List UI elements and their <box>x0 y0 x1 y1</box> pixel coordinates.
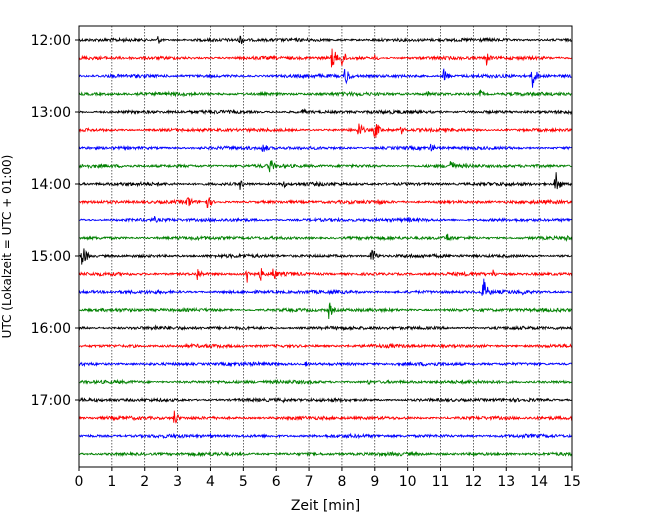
trace-line <box>78 268 573 283</box>
x-tick-label: 1 <box>107 474 116 490</box>
trace-line <box>78 172 573 190</box>
x-tick-label: 7 <box>305 474 314 490</box>
x-axis: 0 1 2 3 4 5 6 7 8 9 10 11 12 13 14 15 <box>75 467 581 490</box>
trace-line <box>78 324 573 332</box>
x-tick-label: 9 <box>370 474 379 490</box>
trace-line <box>78 360 573 368</box>
trace-line <box>78 450 573 458</box>
trace-line <box>78 248 573 265</box>
x-tick-label: 0 <box>75 474 84 490</box>
trace-line <box>78 68 573 88</box>
trace-line <box>78 89 573 98</box>
x-axis-label: Zeit [min] <box>291 498 360 514</box>
trace-line <box>78 233 573 243</box>
trace-line <box>78 123 573 138</box>
trace-line <box>78 410 573 424</box>
x-tick-label: 11 <box>432 474 450 490</box>
trace-line <box>78 108 573 116</box>
trace-line <box>78 35 573 45</box>
trace-line <box>78 216 573 224</box>
y-tick-label: 14:00 <box>31 177 71 193</box>
x-tick-label: 10 <box>399 474 417 490</box>
x-tick-label: 5 <box>239 474 248 490</box>
trace-line <box>78 160 573 173</box>
trace-line <box>78 342 573 350</box>
trace-line <box>78 432 573 440</box>
trace-group <box>78 35 573 458</box>
y-axis: 12:00 13:00 14:00 15:00 16:00 17:00 <box>31 33 79 409</box>
x-tick-label: 13 <box>497 474 515 490</box>
x-tick-label: 15 <box>563 474 581 490</box>
y-tick-label: 13:00 <box>31 105 71 121</box>
x-tick-label: 8 <box>337 474 346 490</box>
trace-line <box>78 143 573 152</box>
trace-line <box>78 302 573 320</box>
y-axis-label: UTC (Lokalzeit = UTC + 01:00) <box>0 155 14 339</box>
x-tick-label: 2 <box>140 474 149 490</box>
trace-line <box>78 197 573 209</box>
y-tick-label: 12:00 <box>31 33 71 49</box>
x-tick-label: 14 <box>530 474 548 490</box>
x-tick-label: 3 <box>173 474 182 490</box>
grid-lines <box>111 26 540 467</box>
x-tick-label: 6 <box>272 474 281 490</box>
trace-line <box>78 396 573 404</box>
trace-line <box>78 378 573 386</box>
x-tick-label: 12 <box>464 474 482 490</box>
y-tick-label: 15:00 <box>31 249 71 265</box>
trace-line <box>78 278 573 296</box>
y-tick-label: 16:00 <box>31 321 71 337</box>
plot-frame <box>78 25 573 468</box>
x-tick-label: 4 <box>206 474 215 490</box>
trace-line <box>78 48 573 68</box>
y-tick-label: 17:00 <box>31 393 71 409</box>
